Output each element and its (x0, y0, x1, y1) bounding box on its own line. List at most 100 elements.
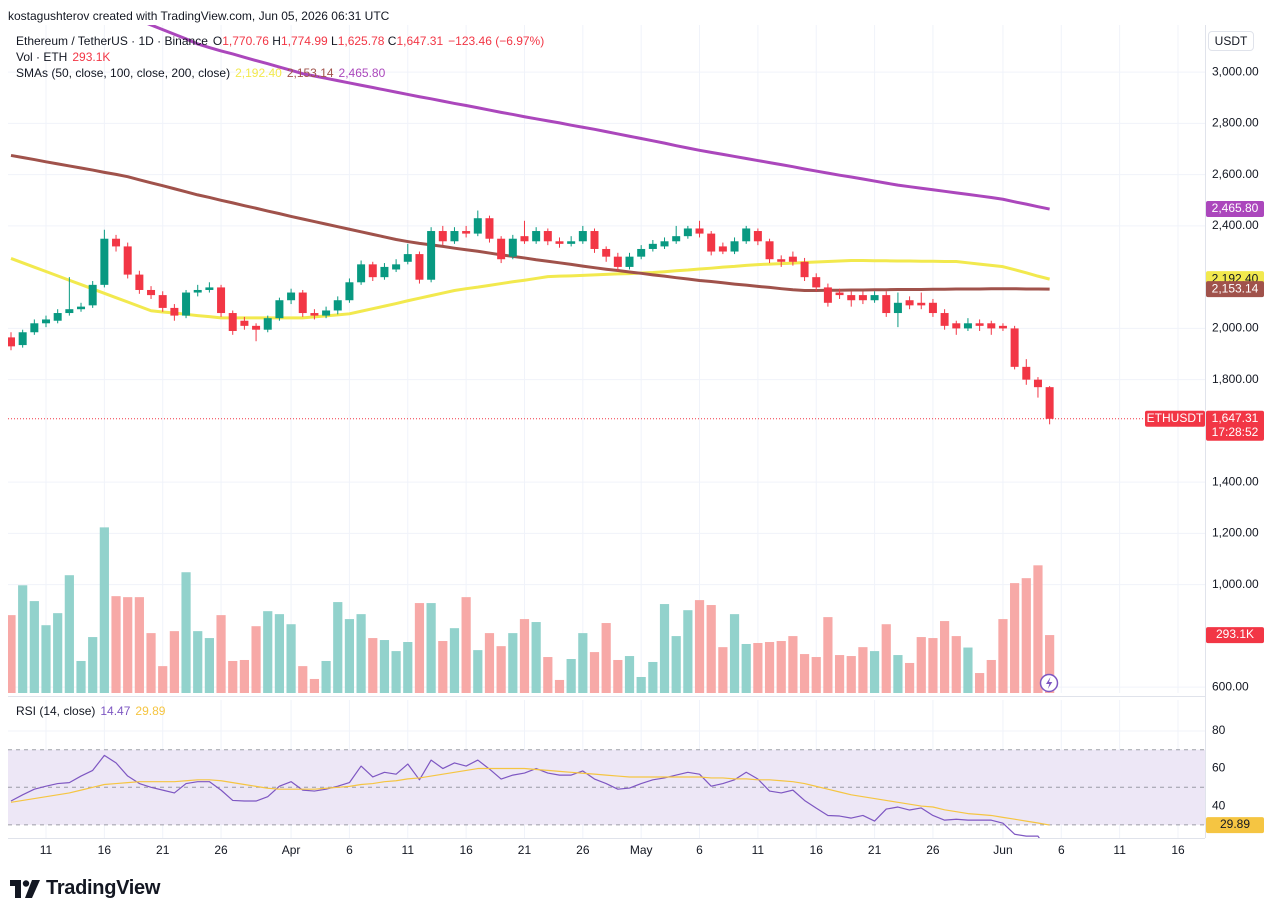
change: −123.46 (−6.97%) (448, 34, 545, 48)
candle-body (637, 248, 646, 257)
candle-body (368, 264, 377, 278)
x-tick-label: 16 (1171, 843, 1185, 857)
currency-unit[interactable]: USDT (1208, 31, 1254, 51)
countdown: 17:28:52 (1212, 425, 1259, 439)
candle-body (240, 320, 249, 326)
candle-body (648, 243, 657, 249)
x-tick-label: 11 (40, 843, 53, 857)
axes: 11 16 21 26 Apr 6 11 16 21 26 May 6 11 16 21 26 Jun 6 11 16… (40, 64, 1264, 857)
candle-body (322, 310, 331, 316)
candle-body (905, 300, 914, 306)
volume-legend: Vol · ETH 293.1K (16, 50, 110, 64)
y-tick-label: 60 (1212, 761, 1226, 775)
candle-body (1022, 366, 1031, 380)
volume-value: 293.1K (72, 50, 111, 64)
volume-bar (426, 603, 436, 693)
volume-bar (846, 656, 856, 693)
candle-body (987, 323, 996, 329)
volume-bar (169, 631, 179, 693)
volume-bar (321, 660, 331, 693)
candle-body (543, 231, 552, 242)
logo-icon (10, 879, 40, 898)
x-tick-label: 16 (459, 843, 473, 857)
series-line (10, 754, 1040, 838)
volume-bar (799, 654, 810, 693)
volume-bar (344, 619, 355, 693)
volume-label[interactable]: Vol · ETH (16, 50, 68, 64)
x-tick-label: 16 (810, 843, 824, 857)
grid (8, 25, 1205, 838)
candle-body (590, 231, 599, 249)
y-tick-label: 40 (1212, 798, 1226, 812)
candle-body (672, 236, 681, 242)
volume-bar (379, 640, 390, 693)
volume-bar (53, 613, 63, 693)
x-tick-label: 6 (696, 843, 703, 857)
x-tick-label: 11 (402, 843, 415, 857)
x-tick-label: 11 (752, 843, 765, 857)
volume-bar (391, 651, 401, 693)
volume-bar (613, 659, 623, 693)
sma-badge (1206, 281, 1264, 298)
rsi-label[interactable]: RSI (14, close) (16, 704, 96, 718)
candle-body (18, 332, 27, 346)
candle-body (205, 287, 214, 290)
candle-body (217, 287, 226, 314)
volume-bar (869, 651, 880, 693)
volume-bar (438, 641, 448, 693)
volume-bar (181, 572, 191, 693)
volume-bar (998, 619, 1008, 693)
logo[interactable]: TradingView (10, 877, 160, 900)
volume-bar (1033, 565, 1043, 693)
volume-bar (484, 633, 495, 693)
y-tick-label: 1,400.00 (1212, 474, 1259, 488)
volume-badge (1206, 627, 1264, 644)
sma-badge (1206, 201, 1264, 218)
volume-bar (286, 624, 296, 693)
volume-bar (403, 642, 413, 693)
candle-body (742, 228, 751, 242)
candle-body (88, 284, 97, 306)
sma-label[interactable]: SMAs (50, close, 100, close, 200, close) (16, 66, 231, 80)
rsi-band (8, 749, 1205, 825)
sma-badge-text: 2,465.80 (1212, 201, 1259, 215)
volume-bar (741, 643, 751, 693)
candle-body (333, 300, 342, 311)
x-tick-label: 6 (346, 843, 353, 857)
candle-body (928, 302, 937, 314)
volume-bar (368, 638, 378, 693)
y-tick-label: 2,400.00 (1212, 218, 1259, 232)
candle-body (193, 289, 202, 293)
candle-body (578, 231, 587, 242)
sma-value: 2,192.40 (235, 66, 282, 80)
x-tick-label: Apr (282, 843, 301, 857)
volume-bar (904, 662, 915, 693)
volume-bar (986, 659, 996, 693)
symbol-name[interactable]: Ethereum / TetherUS · 1D · Binance (16, 34, 208, 48)
y-tick-label: 1,000.00 (1212, 577, 1259, 591)
candle-body (310, 313, 319, 316)
last-price-badge (1206, 410, 1264, 441)
y-tick-label: 3,000.00 (1212, 64, 1259, 78)
y-tick-label: 2,000.00 (1212, 321, 1259, 335)
candle-body (65, 309, 74, 314)
candle-body (975, 323, 984, 326)
candle-body (777, 259, 786, 262)
volume-bar (123, 597, 133, 693)
ohlc-value: 1,625.78 (337, 34, 385, 48)
volume-bar (18, 585, 28, 693)
candle-body (415, 254, 424, 280)
rsi-badge (1206, 817, 1264, 834)
volume-bar (64, 575, 74, 693)
volume-bar (648, 661, 658, 693)
volume-bar (940, 621, 950, 693)
candle-body (8, 337, 15, 347)
candle-body (730, 241, 739, 252)
ticker-badge (1145, 410, 1205, 427)
candle-body (893, 302, 902, 314)
y-tick-label: 2,800.00 (1212, 116, 1259, 130)
volume-bar (146, 633, 156, 693)
candle-body (30, 323, 39, 333)
candle-body (812, 277, 821, 288)
